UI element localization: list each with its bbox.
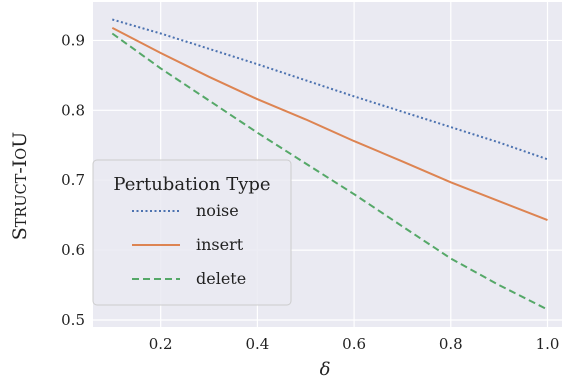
legend-label-noise: noise xyxy=(196,201,239,220)
series-line-delete xyxy=(111,32,548,311)
x-tick-label: 0.4 xyxy=(245,335,269,353)
y-axis-label: STRUCT-IOU xyxy=(9,132,31,240)
legend-box xyxy=(92,159,292,306)
legend-title: Pertubation Type xyxy=(113,174,270,195)
y-tick-label: 0.7 xyxy=(61,171,85,189)
x-tick-label: 0.8 xyxy=(439,335,463,353)
x-tick-label: 0.6 xyxy=(342,335,366,353)
series-lines xyxy=(111,18,548,311)
y-tick-label: 0.9 xyxy=(61,31,85,49)
legend-items: noise insert delete xyxy=(132,201,246,288)
x-axis-label: δ xyxy=(320,359,331,380)
x-tick-label: 1.0 xyxy=(536,335,560,353)
legend-label-insert: insert xyxy=(196,235,244,254)
x-tick-label: 0.2 xyxy=(149,335,173,353)
legend: Pertubation Type noise insert delete xyxy=(92,159,292,306)
y-tick-label: 0.8 xyxy=(61,101,85,119)
y-tick-label: 0.6 xyxy=(61,241,85,259)
series-line-insert xyxy=(111,27,548,222)
x-tick-labels: 0.2 0.4 0.6 0.8 1.0 xyxy=(149,335,560,353)
y-tick-labels: 0.5 0.6 0.7 0.8 0.9 xyxy=(61,31,85,329)
y-tick-label: 0.5 xyxy=(61,311,85,329)
legend-label-delete: delete xyxy=(196,269,246,288)
